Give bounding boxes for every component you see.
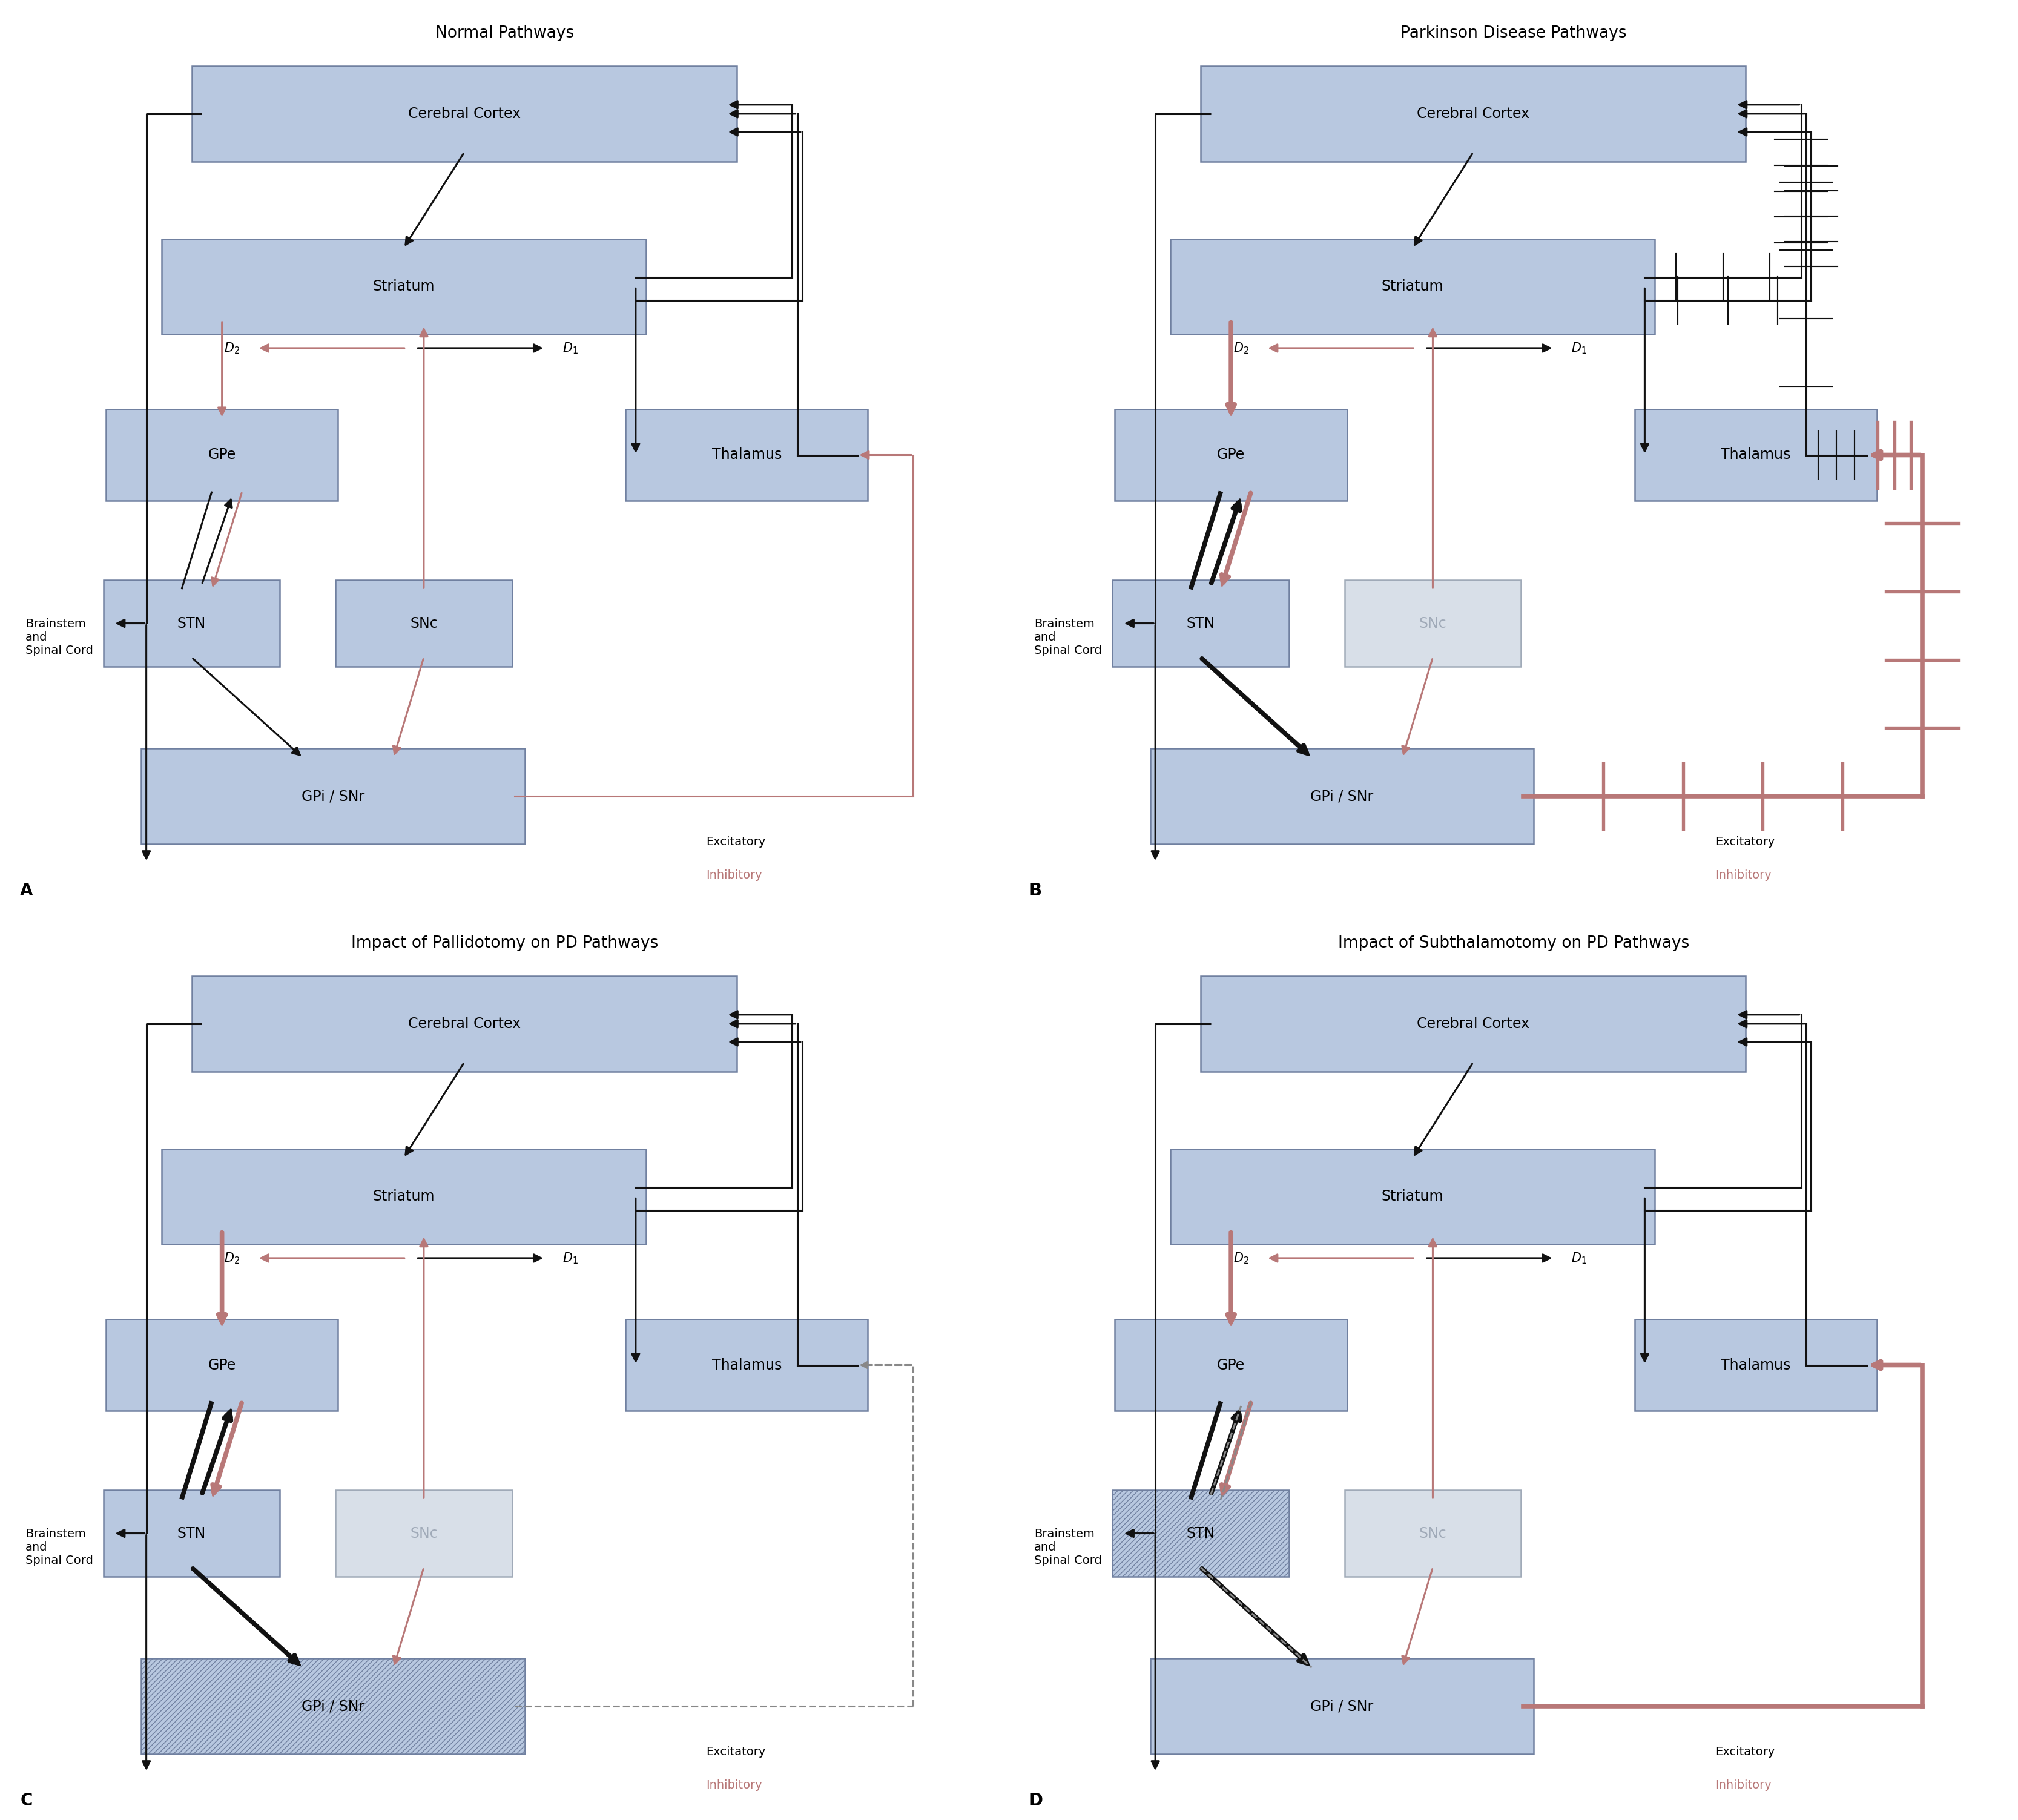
Text: Inhibitory: Inhibitory: [706, 870, 763, 881]
FancyBboxPatch shape: [141, 748, 525, 844]
FancyBboxPatch shape: [107, 410, 337, 501]
FancyBboxPatch shape: [103, 581, 281, 666]
Text: Brainstem
and
Spinal Cord: Brainstem and Spinal Cord: [1035, 1529, 1102, 1565]
Text: SNc: SNc: [410, 1527, 438, 1540]
Text: Cerebral Cortex: Cerebral Cortex: [1417, 107, 1530, 120]
Text: Striatum: Striatum: [373, 1190, 434, 1203]
FancyBboxPatch shape: [192, 66, 737, 162]
Text: Cerebral Cortex: Cerebral Cortex: [1417, 1017, 1530, 1030]
FancyBboxPatch shape: [161, 238, 646, 335]
Text: Striatum: Striatum: [1382, 280, 1443, 293]
Text: STN: STN: [178, 1527, 206, 1540]
Text: Impact of Pallidotomy on PD Pathways: Impact of Pallidotomy on PD Pathways: [351, 935, 658, 952]
Text: Impact of Subthalamotomy on PD Pathways: Impact of Subthalamotomy on PD Pathways: [1338, 935, 1689, 952]
FancyBboxPatch shape: [1170, 1148, 1655, 1245]
Text: B: B: [1029, 883, 1041, 899]
FancyBboxPatch shape: [1112, 1491, 1290, 1576]
Text: $D_2$: $D_2$: [1233, 340, 1249, 355]
Text: Inhibitory: Inhibitory: [706, 1780, 763, 1791]
Text: Thalamus: Thalamus: [712, 1358, 781, 1372]
Text: Parkinson Disease Pathways: Parkinson Disease Pathways: [1400, 25, 1627, 42]
Text: C: C: [20, 1793, 32, 1809]
Text: GPi / SNr: GPi / SNr: [301, 1700, 365, 1713]
FancyBboxPatch shape: [626, 1320, 868, 1410]
Text: SNc: SNc: [1419, 617, 1447, 630]
Text: Excitatory: Excitatory: [1715, 835, 1776, 848]
Text: GPe: GPe: [208, 1358, 236, 1372]
FancyBboxPatch shape: [1170, 238, 1655, 335]
Text: Cerebral Cortex: Cerebral Cortex: [408, 1017, 521, 1030]
FancyBboxPatch shape: [1150, 748, 1534, 844]
Text: SNc: SNc: [410, 617, 438, 630]
FancyBboxPatch shape: [107, 1320, 337, 1410]
Text: $D_2$: $D_2$: [224, 1250, 240, 1265]
Text: $D_1$: $D_1$: [563, 1250, 577, 1265]
Text: $D_1$: $D_1$: [563, 340, 577, 355]
Text: $D_1$: $D_1$: [1572, 1250, 1586, 1265]
FancyBboxPatch shape: [1116, 410, 1348, 501]
FancyBboxPatch shape: [626, 410, 868, 501]
FancyBboxPatch shape: [103, 1491, 281, 1576]
Text: STN: STN: [1187, 617, 1215, 630]
FancyBboxPatch shape: [1344, 1491, 1522, 1576]
Text: Normal Pathways: Normal Pathways: [436, 25, 573, 42]
Text: SNc: SNc: [1419, 1527, 1447, 1540]
Text: Brainstem
and
Spinal Cord: Brainstem and Spinal Cord: [24, 619, 93, 655]
FancyBboxPatch shape: [1201, 66, 1746, 162]
FancyBboxPatch shape: [161, 1148, 646, 1245]
Text: STN: STN: [1187, 1527, 1215, 1540]
Text: A: A: [20, 883, 32, 899]
Text: Excitatory: Excitatory: [706, 1745, 767, 1758]
FancyBboxPatch shape: [1635, 1320, 1877, 1410]
Text: Thalamus: Thalamus: [712, 448, 781, 462]
Text: Inhibitory: Inhibitory: [1715, 870, 1772, 881]
Text: GPi / SNr: GPi / SNr: [1310, 1700, 1374, 1713]
FancyBboxPatch shape: [335, 1491, 513, 1576]
Text: GPe: GPe: [1217, 1358, 1245, 1372]
Text: Striatum: Striatum: [1382, 1190, 1443, 1203]
Text: GPi / SNr: GPi / SNr: [1310, 790, 1374, 803]
Text: Thalamus: Thalamus: [1721, 1358, 1790, 1372]
Text: Thalamus: Thalamus: [1721, 448, 1790, 462]
Text: $D_2$: $D_2$: [1233, 1250, 1249, 1265]
Text: Excitatory: Excitatory: [706, 835, 767, 848]
FancyBboxPatch shape: [192, 976, 737, 1072]
Text: Cerebral Cortex: Cerebral Cortex: [408, 107, 521, 120]
FancyBboxPatch shape: [1150, 1658, 1534, 1754]
Text: Excitatory: Excitatory: [1715, 1745, 1776, 1758]
Text: D: D: [1029, 1793, 1043, 1809]
FancyBboxPatch shape: [335, 581, 513, 666]
Text: STN: STN: [178, 617, 206, 630]
FancyBboxPatch shape: [1344, 581, 1522, 666]
Text: $D_2$: $D_2$: [224, 340, 240, 355]
Text: Inhibitory: Inhibitory: [1715, 1780, 1772, 1791]
FancyBboxPatch shape: [1635, 410, 1877, 501]
FancyBboxPatch shape: [1201, 976, 1746, 1072]
Text: GPe: GPe: [208, 448, 236, 462]
Text: GPi / SNr: GPi / SNr: [301, 790, 365, 803]
FancyBboxPatch shape: [1116, 1320, 1348, 1410]
Text: Brainstem
and
Spinal Cord: Brainstem and Spinal Cord: [1035, 619, 1102, 655]
FancyBboxPatch shape: [141, 1658, 525, 1754]
Text: GPe: GPe: [1217, 448, 1245, 462]
Text: $D_1$: $D_1$: [1572, 340, 1586, 355]
Text: Brainstem
and
Spinal Cord: Brainstem and Spinal Cord: [24, 1529, 93, 1565]
Text: Striatum: Striatum: [373, 280, 434, 293]
FancyBboxPatch shape: [1112, 581, 1290, 666]
